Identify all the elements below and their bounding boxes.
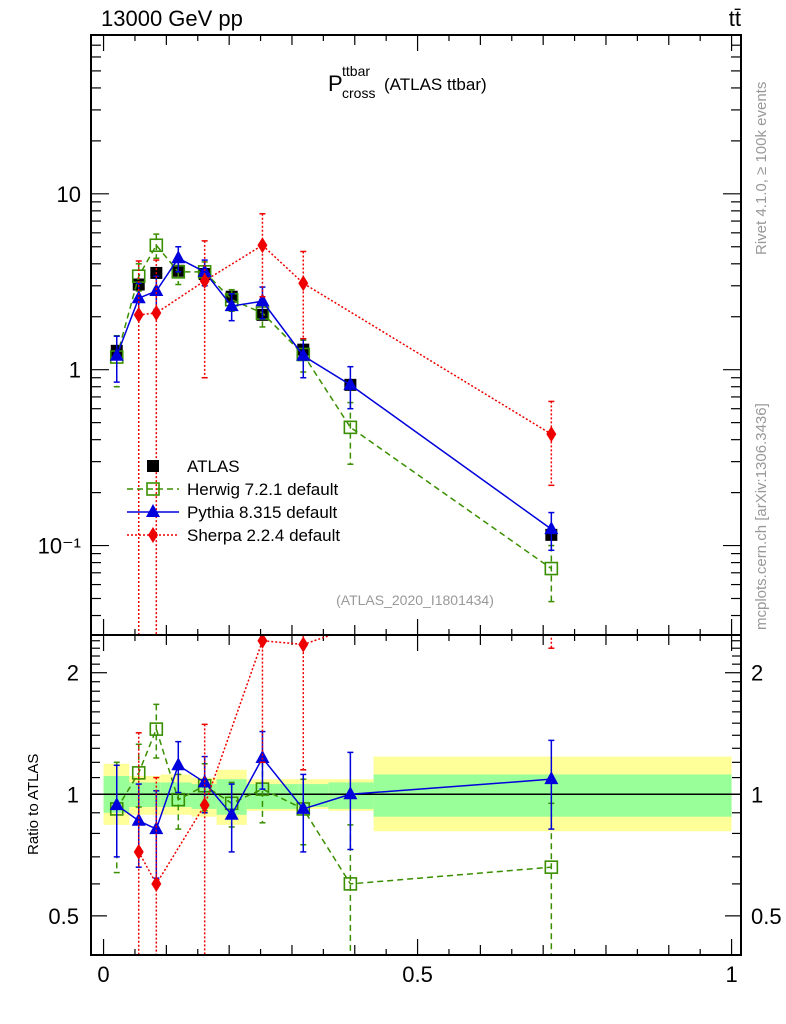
ratio-y-tick-label-right: 2	[751, 661, 763, 686]
x-tick-label: 0.5	[402, 962, 433, 987]
marker-triangle	[224, 298, 239, 312]
series-line	[116, 243, 552, 570]
marker-triangle	[131, 290, 146, 304]
marker-triangle	[109, 347, 124, 361]
legend-label: Sherpa 2.2.4 default	[187, 526, 340, 545]
marker-diamond	[199, 272, 210, 289]
series-line	[116, 726, 552, 885]
marker-diamond	[257, 237, 268, 254]
marker-diamond	[151, 875, 162, 892]
legend: ATLAS Herwig 7.2.1 default Pythia 8.315 de…	[127, 457, 340, 545]
series-sherpa	[133, 213, 557, 635]
top-left-label: 13000 GeV pp	[101, 6, 243, 31]
series-layer	[109, 635, 559, 955]
marker-open-square	[149, 238, 164, 253]
marker-diamond	[148, 527, 158, 543]
legend-entry: Herwig 7.2.1 default	[127, 480, 338, 499]
marker-open-square	[149, 722, 164, 736]
analysis-id: (ATLAS_2020_I1801434)	[336, 592, 494, 608]
ratio-y-tick-label: 1	[67, 782, 79, 807]
marker-diamond	[133, 306, 144, 323]
band-inner	[246, 784, 299, 809]
legend-label: ATLAS	[187, 457, 240, 476]
title-sub: cross	[342, 85, 375, 101]
ratio-y-tick-label: 2	[67, 661, 79, 686]
marker-triangle	[343, 376, 358, 390]
marker-triangle	[171, 757, 186, 771]
marker-triangle	[544, 521, 559, 535]
marker-triangle	[131, 812, 146, 826]
title-sup: ttbar	[342, 63, 370, 79]
marker-open-square	[146, 482, 160, 496]
series-line	[138, 244, 552, 435]
side-label-mcplots: mcplots.cern.ch [arXiv:1306.3436]	[753, 403, 770, 630]
legend-label: Herwig 7.2.1 default	[187, 480, 338, 499]
series-line	[138, 635, 334, 886]
marker-diamond	[298, 275, 309, 292]
marker-triangle	[109, 797, 124, 811]
marker-triangle	[149, 821, 164, 835]
plot-title: P ttbar cross (ATLAS ttbar)	[328, 63, 487, 101]
y-tick-label: 1	[69, 358, 81, 383]
series-herwig	[109, 233, 559, 603]
main-panel: 10⁻¹ 1 10	[38, 34, 742, 955]
legend-entry: Sherpa 2.2.4 default	[127, 526, 340, 545]
marker-diamond	[257, 635, 268, 649]
title-main: P	[328, 71, 343, 96]
marker-diamond	[546, 426, 557, 443]
x-tick-label: 1	[725, 962, 737, 987]
y-tick-label: 10	[57, 182, 81, 207]
marker-triangle	[255, 293, 270, 307]
marker-triangle	[296, 800, 311, 814]
marker-triangle	[255, 749, 270, 763]
ratio-y-tick-label: 0.5	[48, 904, 79, 929]
marker-open-square	[343, 420, 358, 435]
main-frame	[90, 34, 742, 636]
marker-diamond	[151, 305, 162, 322]
marker-diamond	[133, 843, 144, 860]
marker-diamond	[298, 636, 309, 653]
y-tick-label: 10⁻¹	[38, 534, 81, 559]
series-atlas	[110, 264, 558, 541]
series-layer	[109, 213, 559, 635]
marker-triangle	[146, 504, 160, 517]
ratio-y-tick-label-right: 0.5	[751, 904, 782, 929]
marker-open-square	[544, 561, 559, 576]
ratio-y-tick-label-right: 1	[751, 782, 763, 807]
top-right-label: tt̄	[729, 6, 741, 31]
marker-open-square	[131, 766, 146, 780]
ratio-panel: 0 0.5 1 0.5 0.5 1 1 2 2	[48, 634, 782, 987]
series-sherpa	[133, 635, 555, 955]
marker-open-square	[544, 860, 559, 874]
marker-square	[147, 460, 159, 472]
marker-diamond	[199, 797, 210, 814]
marker-open-square	[343, 877, 358, 891]
side-label-rivet: Rivet 4.1.0, ≥ 100k events	[753, 82, 770, 255]
marker-triangle	[296, 347, 311, 361]
series-line	[116, 756, 552, 831]
marker-open-square	[171, 792, 186, 807]
ratio-ylabel: Ratio to ATLAS	[25, 754, 42, 855]
title-rest: (ATLAS ttbar)	[384, 75, 487, 94]
series-line	[116, 257, 552, 530]
x-tick-label: 0	[97, 962, 109, 987]
legend-label: Pythia 8.315 default	[187, 503, 338, 522]
ratio-frame	[90, 634, 742, 956]
marker-triangle	[544, 771, 559, 785]
marker-triangle	[171, 250, 186, 264]
marker-triangle	[343, 786, 358, 800]
legend-entry: Pythia 8.315 default	[127, 503, 338, 522]
marker-triangle	[224, 806, 239, 820]
band-inner	[298, 784, 329, 808]
legend-entry: ATLAS	[147, 457, 240, 476]
